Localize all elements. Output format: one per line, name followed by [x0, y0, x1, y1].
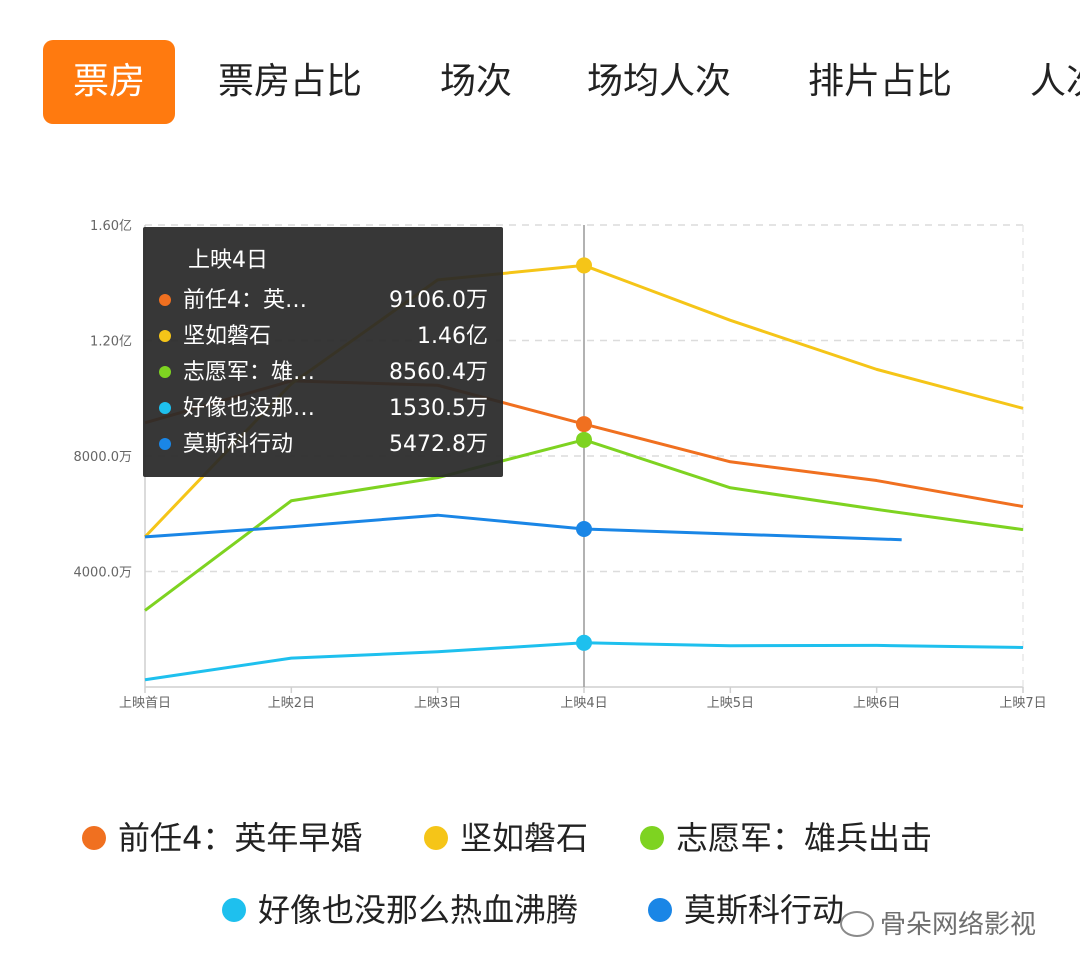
series-point — [576, 431, 592, 448]
tab-bar: 票房 票房占比 场次 场均人次 排片占比 人次 — [0, 0, 1080, 150]
series-point — [576, 520, 592, 537]
legend-label: 志愿军：雄兵出击 — [676, 819, 933, 857]
tab-box-office-share[interactable]: 票房占比 — [218, 61, 363, 102]
legend-label: 莫斯科行动 — [684, 891, 845, 929]
tab-box-office[interactable]: 票房 — [43, 40, 175, 124]
wechat-icon — [840, 910, 874, 937]
legend-item-jianrupanshi[interactable]: 坚如磐石 — [424, 818, 588, 858]
legend-dot — [82, 826, 106, 850]
tooltip-value: 9106.0万 — [389, 288, 488, 313]
x-tick-label: 上映4日 — [560, 696, 607, 711]
watermark-text: 骨朵网络影视 — [880, 910, 1037, 940]
tooltip-box — [143, 227, 503, 477]
y-tick-label: 8000.0万 — [74, 450, 133, 465]
x-tick-label: 上映6日 — [853, 696, 900, 711]
tooltip-name: 志愿军：雄… — [183, 360, 315, 385]
tooltip-dot — [159, 294, 171, 306]
legend-dot — [648, 898, 672, 922]
tooltip-dot — [159, 438, 171, 450]
x-tick-label: 上映首日 — [119, 696, 171, 711]
tooltip-value: 5472.8万 — [389, 432, 488, 457]
y-tick-label: 1.60亿 — [90, 219, 132, 234]
tooltip-value: 1.46亿 — [417, 324, 488, 349]
x-tick-label: 上映5日 — [707, 696, 754, 711]
legend-dot — [640, 826, 664, 850]
tooltip-value: 1530.5万 — [389, 396, 488, 421]
legend-label: 坚如磐石 — [460, 819, 589, 857]
tooltip-name: 坚如磐石 — [183, 324, 271, 349]
tooltip-dot — [159, 402, 171, 414]
legend-item-haoxiang[interactable]: 好像也没那么热血沸腾 — [222, 890, 578, 930]
tooltip-name: 好像也没那… — [183, 396, 315, 421]
tooltip-name: 前任4：英… — [183, 288, 307, 313]
legend-item-mosike[interactable]: 莫斯科行动 — [648, 890, 844, 930]
y-tick-label: 1.20亿 — [90, 335, 132, 350]
tooltip-name: 莫斯科行动 — [183, 432, 293, 457]
tab-schedule-share[interactable]: 排片占比 — [808, 61, 953, 102]
series-line — [144, 513, 902, 542]
series-point — [576, 634, 592, 651]
tab-admissions[interactable]: 人次 — [1030, 61, 1080, 102]
legend-item-zhiyuanjun[interactable]: 志愿军：雄兵出击 — [640, 818, 932, 858]
tab-avg-attendance[interactable]: 场均人次 — [587, 61, 732, 102]
legend-dot — [222, 898, 246, 922]
series-point — [576, 257, 592, 274]
legend-dot — [424, 826, 448, 850]
legend-item-qianren4[interactable]: 前任4：英年早婚 — [82, 818, 362, 858]
x-tick-label: 上映3日 — [414, 696, 461, 711]
y-tick-label: 4000.0万 — [74, 566, 133, 581]
series-point — [576, 416, 592, 433]
x-tick-label: 上映7日 — [999, 696, 1046, 711]
tab-screenings[interactable]: 场次 — [440, 61, 513, 102]
legend-label: 前任4：英年早婚 — [118, 819, 363, 857]
tooltip-dot — [159, 330, 171, 342]
watermark: 骨朵网络影视 — [840, 905, 1036, 945]
tooltip-dot — [159, 366, 171, 378]
tooltip-title: 上映4日 — [188, 248, 268, 273]
legend-label: 好像也没那么热血沸腾 — [258, 891, 579, 929]
x-tick-label: 上映2日 — [268, 696, 315, 711]
tooltip-value: 8560.4万 — [389, 360, 488, 385]
